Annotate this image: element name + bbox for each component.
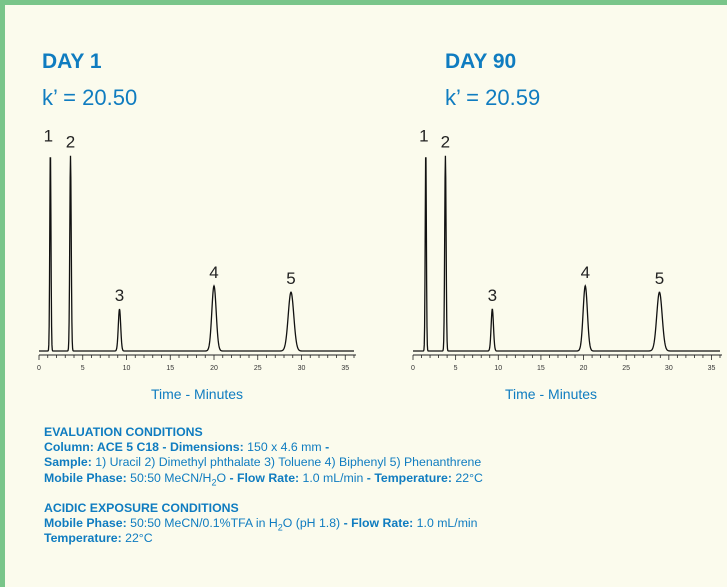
eval-mobile-value-end: O <box>216 470 230 485</box>
chromatogram-trace <box>413 155 720 352</box>
eval-mobile-value: 50:50 MeCN/H <box>126 470 212 485</box>
day1-chromatogram: 1 2 3 4 5 0 5 10 15 20 25 30 35 <box>37 126 356 372</box>
x-tick-label: 20 <box>580 365 588 372</box>
x-tick-label: 0 <box>411 365 415 372</box>
day1-kprime: k’ = 20.50 <box>42 85 138 110</box>
peak-label-5: 5 <box>655 269 664 288</box>
acidic-mobile-value-end: O (pH 1.8) <box>282 516 344 531</box>
eval-separator-2: - <box>366 470 375 485</box>
peak-label-3: 3 <box>115 286 124 305</box>
x-tick-label: 20 <box>210 365 218 372</box>
eval-separator-1: - <box>229 470 237 485</box>
acidic-temp-value: 22°C <box>121 531 153 546</box>
peak-label-4: 4 <box>209 263 218 282</box>
peak-label-3: 3 <box>488 286 497 305</box>
sample-line: Sample: 1) Uracil 2) Dimethyl phthalate … <box>44 455 724 470</box>
column-separator: - <box>325 440 330 455</box>
peak-label-1: 1 <box>419 126 428 145</box>
acidic-flow-value: 1.0 mL/min <box>413 516 478 531</box>
eval-temp-value: 22°C <box>452 470 483 485</box>
x-tick-label: 30 <box>665 365 673 372</box>
column-line: Column: ACE 5 C18 - Dimensions: 150 x 4.… <box>44 440 724 455</box>
x-tick-label: 10 <box>123 365 131 372</box>
acidic-mobile-value: 50:50 MeCN/0.1%TFA in H <box>126 516 278 531</box>
eval-mobile-line: Mobile Phase: 50:50 MeCN/H2O - Flow Rate… <box>44 470 724 488</box>
conditions-block: EVALUATION CONDITIONS Column: ACE 5 C18 … <box>44 425 724 546</box>
day90-title: DAY 90 <box>445 50 517 73</box>
acidic-flow-label: Flow Rate: <box>351 516 414 531</box>
x-tick-label: 25 <box>622 365 630 372</box>
peak-label-1: 1 <box>44 126 53 145</box>
eval-temp-label: Temperature: <box>374 470 452 485</box>
chromatogram-trace <box>39 155 354 352</box>
eval-mobile-sub: 2 <box>211 477 217 488</box>
eval-mobile-label: Mobile Phase: <box>44 470 127 485</box>
sample-value: 1) Uracil 2) Dimethyl phthalate 3) Tolue… <box>91 455 482 470</box>
day1-xaxis-label: Time - Minutes <box>151 386 244 402</box>
column-label: Column: ACE 5 C18 - Dimensions: <box>44 440 244 455</box>
peak-label-2: 2 <box>66 133 75 152</box>
day90-chromatogram: 1 2 3 4 5 0 5 10 15 20 25 30 35 <box>411 126 722 372</box>
x-tick-label: 15 <box>166 365 174 372</box>
x-tick-label: 35 <box>341 365 349 372</box>
acidic-temp-label: Temperature: <box>44 531 122 546</box>
acidic-temp-line: Temperature: 22°C <box>44 531 724 546</box>
day90-kprime: k’ = 20.59 <box>445 85 541 110</box>
evaluation-title: EVALUATION CONDITIONS <box>44 425 203 439</box>
peak-label-4: 4 <box>581 263 590 282</box>
day1-title: DAY 1 <box>42 50 102 73</box>
x-tick-label: 5 <box>454 365 458 372</box>
x-tick-label: 35 <box>708 365 716 372</box>
x-tick-label: 30 <box>298 365 306 372</box>
sample-label: Sample: <box>44 455 92 470</box>
x-tick-label: 5 <box>81 365 85 372</box>
acidic-mobile-label: Mobile Phase: <box>44 516 127 531</box>
acidic-mobile-line: Mobile Phase: 50:50 MeCN/0.1%TFA in H2O … <box>44 516 724 533</box>
eval-flow-label: Flow Rate: <box>236 470 300 485</box>
peak-label-5: 5 <box>286 269 295 288</box>
column-value: 150 x 4.6 mm <box>243 440 326 455</box>
x-tick-label: 0 <box>37 365 41 372</box>
x-tick-label: 15 <box>537 365 545 372</box>
acidic-title: ACIDIC EXPOSURE CONDITIONS <box>44 500 239 515</box>
eval-flow-value: 1.0 mL/min <box>299 470 367 485</box>
acidic-mobile-sub: 2 <box>277 522 283 533</box>
day90-xaxis-label: Time - Minutes <box>505 386 598 402</box>
acidic-separator: - <box>343 516 352 531</box>
x-tick-label: 25 <box>254 365 262 372</box>
x-tick-label: 10 <box>494 365 502 372</box>
peak-label-2: 2 <box>441 133 450 152</box>
